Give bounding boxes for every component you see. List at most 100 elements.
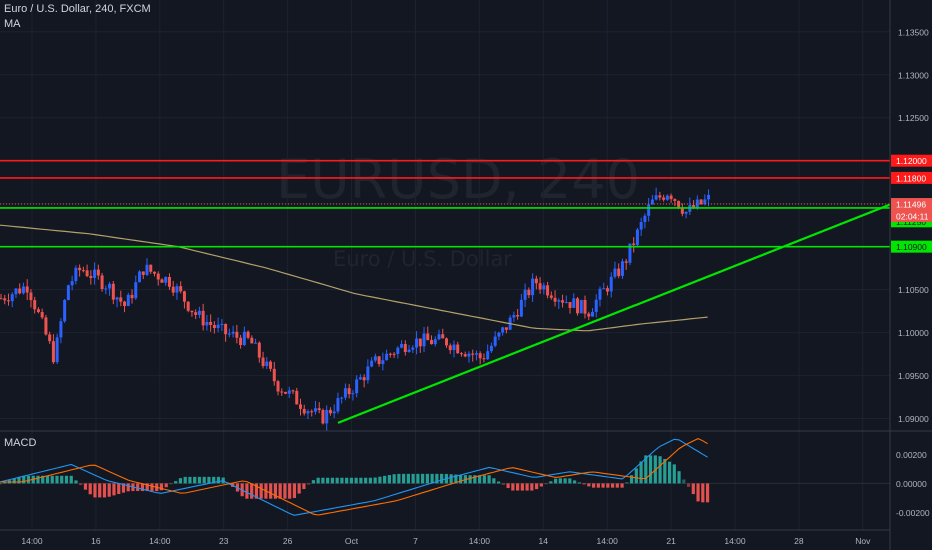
- macd-histogram-bar: [302, 483, 306, 490]
- candle-body: [145, 264, 149, 275]
- candle-body: [6, 300, 10, 302]
- macd-histogram-bar: [516, 483, 520, 491]
- candle-body: [51, 341, 55, 363]
- candle-body: [426, 333, 430, 341]
- candle-body: [96, 269, 100, 276]
- macd-histogram-bar: [563, 478, 567, 484]
- macd-histogram-bar: [311, 480, 316, 484]
- macd-histogram-bar: [188, 476, 192, 484]
- macd-histogram-bar: [454, 474, 458, 484]
- macd-histogram-bar: [582, 483, 586, 485]
- macd-histogram-bar: [45, 475, 50, 484]
- candle-body: [370, 360, 374, 367]
- candle-body: [29, 292, 33, 301]
- candle-body: [261, 357, 265, 367]
- candle-body: [130, 294, 134, 299]
- candle-body: [257, 342, 261, 358]
- macd-histogram-bar: [539, 483, 543, 487]
- candle-body: [3, 298, 7, 301]
- time-tick-label: 21: [666, 536, 676, 546]
- candle-body: [437, 334, 441, 340]
- candle-body: [695, 199, 699, 209]
- candle-body: [433, 339, 437, 345]
- candle-body: [418, 338, 422, 347]
- macd-histogram-bar: [610, 483, 615, 488]
- macd-histogram-bar: [307, 483, 311, 485]
- candle-body: [239, 337, 243, 346]
- macd-histogram-bar: [245, 483, 249, 499]
- macd-signal-line: [0, 437, 708, 516]
- macd-histogram-bar: [435, 473, 439, 484]
- price-tick-label: 1.10500: [898, 285, 929, 295]
- macd-histogram-bar: [207, 476, 211, 484]
- candle-body: [635, 229, 639, 245]
- candle-body: [497, 332, 501, 337]
- candle-body: [351, 393, 355, 395]
- candle-body: [422, 333, 426, 347]
- macd-histogram-bar: [497, 481, 501, 484]
- macd-histogram-bar: [178, 478, 183, 484]
- macd-histogram-bar: [387, 475, 391, 484]
- grid-lines: [0, 0, 890, 530]
- macd-histogram-bar: [378, 476, 382, 484]
- candle-body: [486, 351, 490, 360]
- macd-histogram-bar: [93, 483, 97, 498]
- candle-body: [546, 285, 550, 296]
- candle-body: [21, 286, 25, 294]
- candle-body: [179, 286, 183, 292]
- macd-histogram-bar: [644, 455, 648, 484]
- resistance-price-label: 1.12000: [896, 156, 927, 166]
- candle-body: [542, 285, 546, 290]
- candle-body: [66, 285, 70, 300]
- macd-histogram-bar: [259, 483, 263, 499]
- macd-histogram-bar: [288, 483, 292, 499]
- candle-body: [227, 333, 231, 335]
- macd-histogram-bar: [326, 477, 330, 484]
- candle-body: [609, 276, 613, 292]
- macd-pane[interactable]: [0, 437, 890, 516]
- candle-body: [392, 353, 396, 355]
- macd-histogram-bar: [525, 483, 529, 491]
- candle-body: [242, 331, 246, 346]
- candle-body: [456, 344, 460, 354]
- resistance-price-label-bg: [891, 154, 932, 167]
- candle-body: [55, 337, 59, 363]
- macd-histogram-bar: [273, 483, 278, 499]
- macd-histogram-bar: [601, 483, 605, 488]
- candle-body: [650, 199, 654, 205]
- time-tick-label: 14:00: [149, 536, 171, 546]
- macd-histogram-bar: [397, 473, 401, 484]
- candle-body: [471, 353, 475, 355]
- macd-histogram-bar: [83, 483, 88, 490]
- macd-histogram-bar: [345, 477, 349, 484]
- time-tick-label: Nov: [855, 536, 871, 546]
- macd-histogram-bar: [183, 476, 187, 484]
- macd-histogram-bar: [615, 483, 619, 488]
- macd-histogram-bar: [22, 475, 26, 484]
- macd-histogram-bar: [36, 475, 40, 484]
- candle-body: [194, 312, 198, 315]
- macd-histogram-bar: [596, 483, 600, 488]
- candle-body: [493, 336, 497, 346]
- candle-body: [63, 299, 67, 322]
- candle-body: [205, 321, 209, 326]
- macd-histogram-bar: [478, 475, 482, 484]
- macd-histogram-bar: [254, 483, 259, 499]
- candle-body: [336, 398, 340, 412]
- candle-body: [516, 315, 520, 317]
- candle-body: [501, 327, 505, 333]
- current-price-label-bg: [891, 198, 932, 211]
- macd-histogram-bar: [606, 483, 610, 488]
- candle-body: [628, 243, 632, 263]
- price-tick-label: 1.13000: [898, 70, 929, 80]
- price-pane[interactable]: [0, 159, 891, 431]
- candle-body: [167, 276, 171, 287]
- macd-histogram-bar: [88, 483, 92, 495]
- candle-body: [298, 404, 302, 409]
- candle-body: [381, 360, 385, 365]
- macd-histogram-bar: [349, 477, 354, 484]
- candle-body: [126, 294, 130, 307]
